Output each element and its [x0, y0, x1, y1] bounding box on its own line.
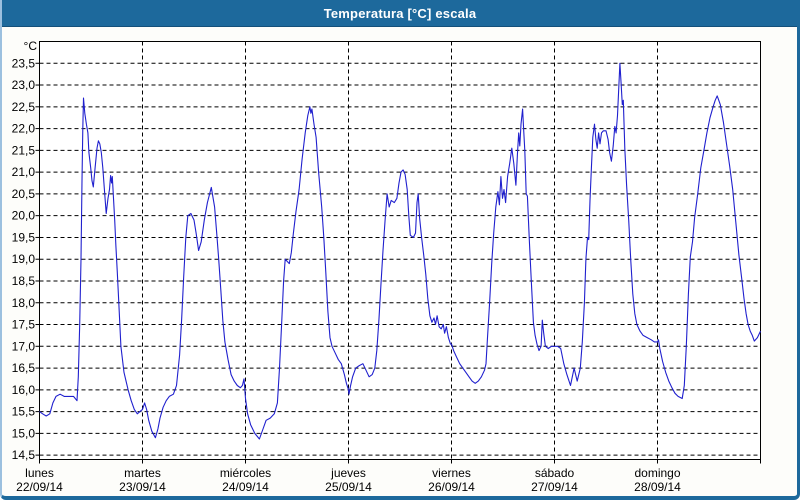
y-tick-label: 23,0: [12, 78, 36, 92]
x-axis-date-label: 22/09/14: [16, 480, 63, 494]
plot-border: [39, 41, 761, 460]
y-tick-label: 18,0: [12, 296, 36, 310]
y-tick-label: 18,5: [12, 274, 36, 288]
x-axis-day-label: domingo: [634, 466, 680, 480]
x-axis-day-label: miércoles: [220, 466, 271, 480]
x-axis-day-label: viernes: [432, 466, 471, 480]
x-axis-day-label: sábado: [535, 466, 575, 480]
y-tick-label: 15,5: [12, 405, 36, 419]
x-axis-date-label: 27/09/14: [531, 480, 578, 494]
y-tick-label: 16,0: [12, 383, 36, 397]
window-title: Temperatura [°C] escala: [323, 5, 477, 21]
y-tick-label: 22,0: [12, 122, 36, 136]
y-tick-label: 22,5: [12, 100, 36, 114]
x-axis-date-label: 28/09/14: [634, 480, 681, 494]
y-tick-label: 17,5: [12, 318, 36, 332]
y-tick-label: 16,5: [12, 361, 36, 375]
y-tick-label: 15,0: [12, 426, 36, 440]
plot-area: [39, 41, 761, 460]
x-axis-day-label: lunes: [25, 466, 54, 480]
x-axis-date-label: 25/09/14: [325, 480, 372, 494]
y-tick-label: 20,5: [12, 187, 36, 201]
y-tick-label: 20,0: [12, 209, 36, 223]
x-axis-day-label: martes: [124, 466, 161, 480]
y-tick-label: 21,5: [12, 143, 36, 157]
x-axis-day-label: jueves: [330, 466, 366, 480]
window-title-bar: Temperatura [°C] escala: [2, 0, 797, 27]
x-axis-date-label: 24/09/14: [222, 480, 269, 494]
chart-area: 23,5 23,0 22,5 22,0 21,5 21,0 20,5 20,0 19,5 19,0…: [2, 26, 797, 496]
y-tick-label: 17,0: [12, 339, 36, 353]
y-unit-label: °C: [24, 39, 38, 53]
temperature-chart: 23,5 23,0 22,5 22,0 21,5 21,0 20,5 20,0 19,5 19,0…: [12, 39, 761, 494]
y-tick-label: 14,5: [12, 448, 36, 462]
x-axis-date-label: 26/09/14: [428, 480, 475, 494]
y-tick-label: 19,5: [12, 230, 36, 244]
y-tick-label: 19,0: [12, 252, 36, 266]
x-axis-date-label: 23/09/14: [119, 480, 166, 494]
y-tick-label: 21,0: [12, 165, 36, 179]
y-tick-label: 23,5: [12, 56, 36, 70]
temperature-series-line: [39, 62, 761, 440]
